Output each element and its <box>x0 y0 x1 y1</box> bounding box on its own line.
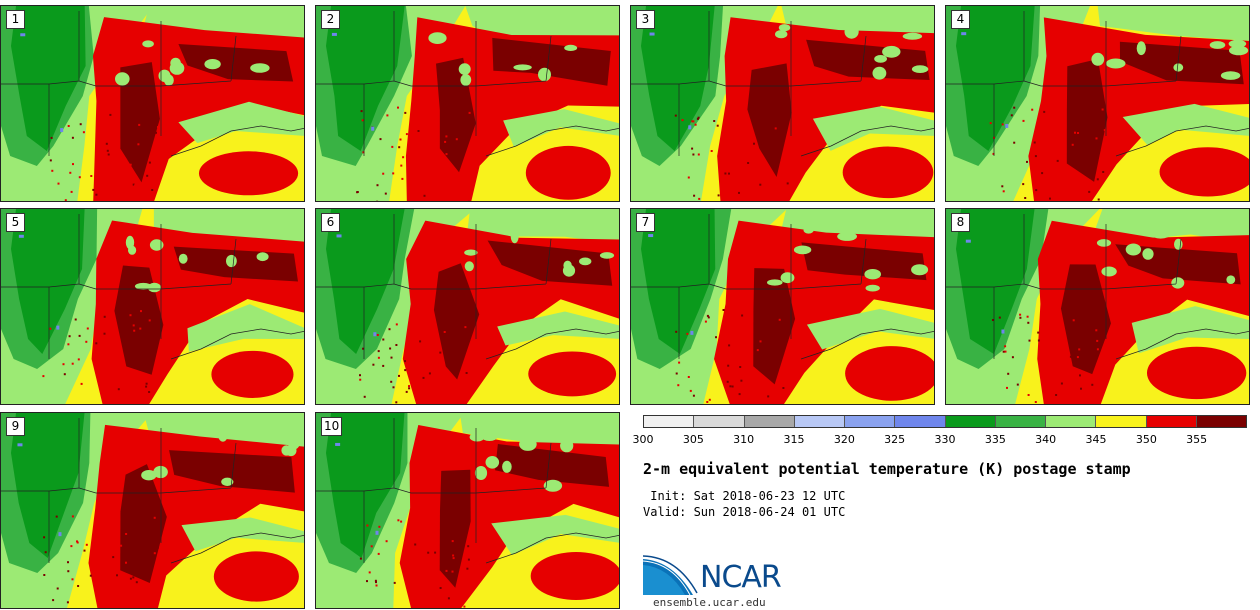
logo-text: NCAR <box>700 560 782 595</box>
valid-time: Valid: Sun 2018-06-24 01 UTC <box>643 505 846 519</box>
colorbar-segment <box>1096 416 1147 427</box>
member-label: 5 <box>6 213 25 232</box>
colorbar-tick-label: 310 <box>733 433 755 446</box>
member-label: 3 <box>636 10 655 29</box>
member-label: 10 <box>321 417 343 436</box>
ensemble-member-panel: 6 <box>315 208 620 405</box>
ensemble-member-panel: 1 <box>0 5 305 202</box>
colorbar-segment <box>845 416 896 427</box>
ensemble-member-panel: 2 <box>315 5 620 202</box>
member-label: 6 <box>321 213 340 232</box>
colorbar-segment <box>794 416 845 427</box>
member-label: 9 <box>6 417 25 436</box>
member-label: 7 <box>636 213 655 232</box>
colorbar-segment <box>995 416 1046 427</box>
colorbar-tick-label: 335 <box>984 433 1006 446</box>
colorbar-tick-label: 355 <box>1186 433 1208 446</box>
ensemble-member-panel: 9 <box>0 412 305 609</box>
ensemble-member-panel: 7 <box>630 208 935 405</box>
ncar-logo-icon <box>643 555 698 595</box>
colorbar-segment <box>694 416 745 427</box>
member-label: 1 <box>6 10 25 29</box>
colorbar-segment <box>1146 416 1197 427</box>
init-time: Init: Sat 2018-06-23 12 UTC <box>643 489 846 503</box>
colorbar-tick-label: 345 <box>1085 433 1107 446</box>
colorbar-tick-label: 350 <box>1135 433 1157 446</box>
logo-url: ensemble.ucar.edu <box>653 596 766 609</box>
colorbar-tick-label: 320 <box>833 433 855 446</box>
colorbar-segment <box>1046 416 1097 427</box>
colorbar-tick-label: 330 <box>934 433 956 446</box>
member-label: 2 <box>321 10 340 29</box>
colorbar <box>643 415 1247 428</box>
colorbar-segment <box>744 416 795 427</box>
member-label: 8 <box>951 213 970 232</box>
colorbar-segment <box>1196 416 1246 427</box>
ensemble-member-panel: 5 <box>0 208 305 405</box>
colorbar-tick-label: 315 <box>783 433 805 446</box>
ensemble-member-panel: 3 <box>630 5 935 202</box>
member-label: 4 <box>951 10 970 29</box>
ensemble-member-panel: 4 <box>945 5 1250 202</box>
colorbar-tick-label: 300 <box>632 433 654 446</box>
colorbar-segment <box>644 416 695 427</box>
colorbar-tick-label: 340 <box>1035 433 1057 446</box>
colorbar-segment <box>895 416 946 427</box>
ensemble-member-panel: 10 <box>315 412 620 609</box>
colorbar-tick-label: 325 <box>884 433 906 446</box>
ensemble-member-panel: 8 <box>945 208 1250 405</box>
figure-title: 2-m equivalent potential temperature (K)… <box>643 460 1131 478</box>
colorbar-tick-label: 305 <box>682 433 704 446</box>
colorbar-segment <box>945 416 996 427</box>
